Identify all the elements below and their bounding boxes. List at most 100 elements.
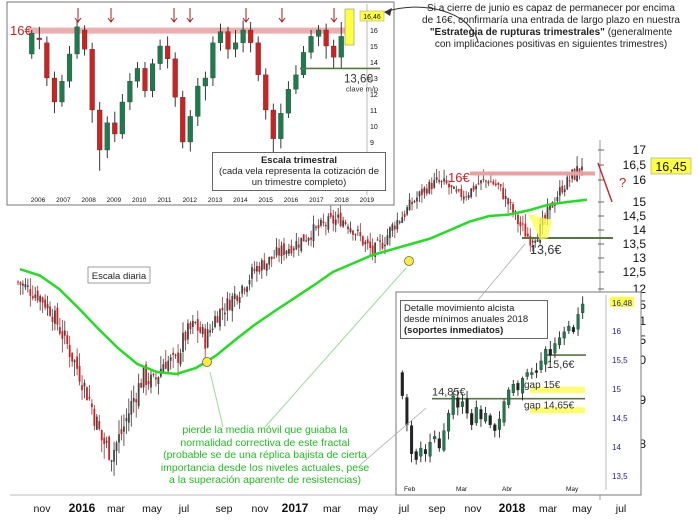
daily-candle-body [475,185,477,190]
daily-candle-body [184,331,187,341]
detail-candle-body [521,378,525,394]
daily-candle-body [561,185,564,193]
daily-candle-body [115,442,118,451]
detail-candle-body [516,383,520,391]
detail-x-tick: Abr [502,486,513,493]
main-x-tick-label: may [572,503,593,515]
daily-candle-body [465,196,468,198]
daily-candle-body [187,323,189,340]
daily-candle-body [19,282,22,285]
daily-candle-body [275,247,278,256]
daily-candle-body [125,418,128,422]
quarterly-candle-body [59,81,65,103]
daily-candle-body [63,330,66,336]
daily-candle-body [499,184,502,187]
daily-candle-body [88,396,91,399]
daily-candle-body [521,223,524,225]
daily-candle-body [354,234,357,236]
note-connector-head [384,8,392,16]
quarterly-x-tick: 2009 [107,197,122,204]
daily-candle-body [283,243,285,255]
quarterly-y-tick: 15 [370,44,378,51]
main-x-tick-label: may [358,503,379,515]
daily-candle-body [315,226,317,228]
daily-candle-body [68,345,71,358]
daily-candle-body [231,296,234,311]
detail-gap-label: gap 15€ [524,380,561,391]
detail-title-box: Detalle movimiento alcista desde mínimos… [400,300,548,339]
question-mark: ? [619,175,626,190]
main-y-tick-label: 15 [633,195,647,209]
detail-candle-body [414,451,418,460]
daily-candle-body [142,366,145,388]
quarterly-candle-body [142,68,148,91]
daily-candle-body [374,242,377,257]
daily-candle-body [312,224,315,242]
daily-candle-body [201,327,204,335]
daily-candle-body [445,180,448,184]
quarterly-candle-body [180,97,186,143]
quarterly-candle-body [134,68,141,82]
daily-candle-body [211,328,214,331]
daily-candle-body [524,223,527,237]
quarterly-candle-body [172,58,178,98]
main-x-tick-label: nov [252,503,270,515]
quarterly-sub2: un trimestre completo) [251,177,347,188]
daily-candle-body [260,260,263,271]
quarterly-peak-arrow [186,8,194,23]
daily-candle-body [223,312,226,315]
quarterly-last-price: 16,46 [363,14,381,21]
quarterly-candle-body [248,29,254,43]
daily-candle-body [24,284,27,288]
main-y-tick-label: 14 [633,223,647,237]
current-price-tag [650,157,692,175]
quarterly-candle-body [300,52,307,75]
daily-candle-body [477,183,480,185]
daily-candle-body [497,182,500,185]
daily-candle-body [288,248,290,254]
daily-candle-body [492,181,495,185]
daily-candle-body [182,332,184,352]
daily-candle-body [49,306,51,316]
daily-candle-body [280,245,283,257]
daily-candle-body [438,179,441,183]
daily-candle-body [177,352,179,363]
quarterly-x-tick: 2011 [158,197,172,204]
main-x-tick-label: sep [216,503,233,515]
detail-candle-body [534,370,538,373]
daily-candle-body [322,221,325,224]
detail-candle-body [562,331,566,339]
daily-candle-body [450,185,453,188]
main-y-tick-label: 8 [639,437,646,451]
main-y-tick-label: 9 [639,393,646,407]
detail-candle-body [423,449,427,455]
daily-candle-body [58,327,61,334]
daily-candle-body [361,236,364,246]
daily-candle-body [145,364,147,386]
callout-line-3: (probable se de una réplica bajista de c… [163,449,367,461]
quarterly-inset: 1716151413121110987200620072008200920102… [6,1,479,206]
quarterly-candle-body [278,113,284,139]
daily-candle-body [581,166,583,171]
detail-inset: 16,48 16 15,5 15 14,5 14 13,5 Feb Mar Abr May 15,6€… [359,243,642,496]
detail-y-tick: 14,5 [612,414,628,423]
daily-label-box [87,266,151,284]
daily-candle-body [467,195,470,198]
daily-candle-body [494,183,497,186]
daily-candle-body [110,460,113,462]
daily-candle-body [563,189,566,193]
daily-candle-body [529,235,532,246]
quarterly-candle-body [97,109,103,151]
daily-candle-body [371,245,374,254]
detail-candle-body [581,303,585,313]
daily-candle-body [536,239,539,242]
daily-candle-body [253,268,256,271]
daily-candle-body [258,266,261,272]
quarterly-highlight-candle [344,8,355,46]
quarterly-y-tick: 10 [370,124,378,131]
daily-candle-body [164,361,167,369]
main-support-label: 13,6€ [530,243,561,257]
quarterly-x-tick: 2012 [183,197,198,204]
detail-candle-body [460,401,464,407]
